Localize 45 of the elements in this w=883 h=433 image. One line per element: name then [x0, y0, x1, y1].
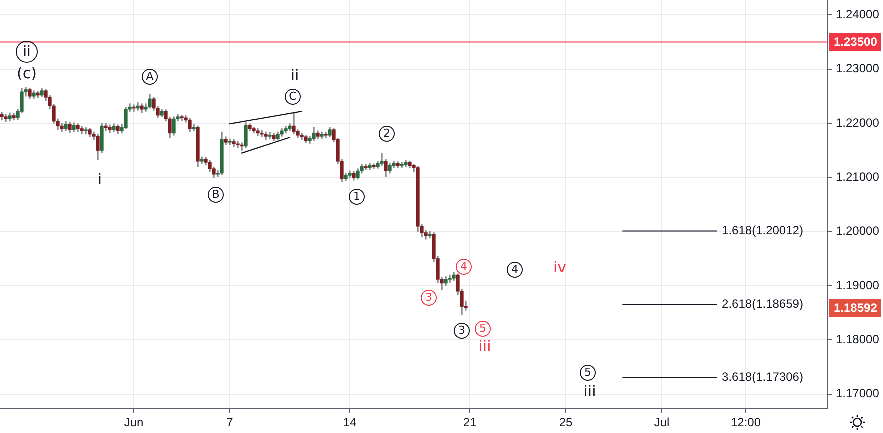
candlestick — [380, 152, 384, 166]
x-tick-label: Jul — [654, 416, 670, 430]
y-tick-label: 1.18000 — [836, 332, 880, 347]
ref-line-label: 3.618(1.17306) — [722, 370, 804, 384]
annotation: (c) — [17, 64, 37, 82]
annotation: 3 — [454, 323, 470, 339]
x-tick-label: Jun — [124, 416, 144, 430]
x-tick-label: 7 — [226, 416, 234, 430]
annotation: 4 — [507, 262, 523, 278]
annotation: ii — [290, 66, 300, 84]
annotation: iv — [553, 258, 567, 276]
annotation: 2 — [379, 126, 395, 142]
candlestick — [240, 142, 244, 151]
y-tick-label: 1.23000 — [836, 62, 880, 76]
annotation: ii — [16, 41, 38, 63]
annotation: i — [98, 170, 102, 188]
candlestick — [260, 130, 264, 138]
y-tick-label: 1.20000 — [836, 224, 880, 238]
annotation: A — [142, 69, 158, 85]
annotation: C — [285, 89, 301, 105]
candlestick — [400, 162, 404, 168]
candlestick — [104, 123, 108, 132]
annotation: 3 — [421, 290, 437, 306]
y-tick-label: 1.24000 — [836, 7, 880, 22]
text: 1.18592 — [829, 299, 881, 317]
annotation: 4 — [456, 259, 472, 275]
text: 1.23500 — [829, 33, 881, 51]
annotation: 5 — [475, 321, 491, 337]
y-tick-label: 1.22000 — [836, 116, 880, 130]
annotation: B — [208, 187, 224, 203]
annotation: iii — [584, 382, 596, 400]
ref-line-label: 1.618(1.20012) — [722, 224, 804, 238]
x-tick-label: 25 — [559, 416, 573, 430]
y-tick-label: 1.17000 — [836, 386, 880, 401]
x-tick-label: 14 — [343, 416, 357, 430]
candlestick — [132, 104, 136, 112]
x-tick-label: 21 — [463, 416, 477, 430]
y-tick-label: 1.21000 — [836, 170, 880, 184]
annotation: 5 — [580, 365, 596, 381]
y-tick-label: 1.19000 — [836, 278, 880, 292]
annotation: 1 — [349, 189, 365, 205]
x-tick-label: 12:00 — [730, 416, 762, 430]
candlestick — [236, 141, 240, 148]
annotation: iii — [478, 338, 492, 356]
ref-line-label: 2.618(1.18659) — [722, 296, 804, 311]
